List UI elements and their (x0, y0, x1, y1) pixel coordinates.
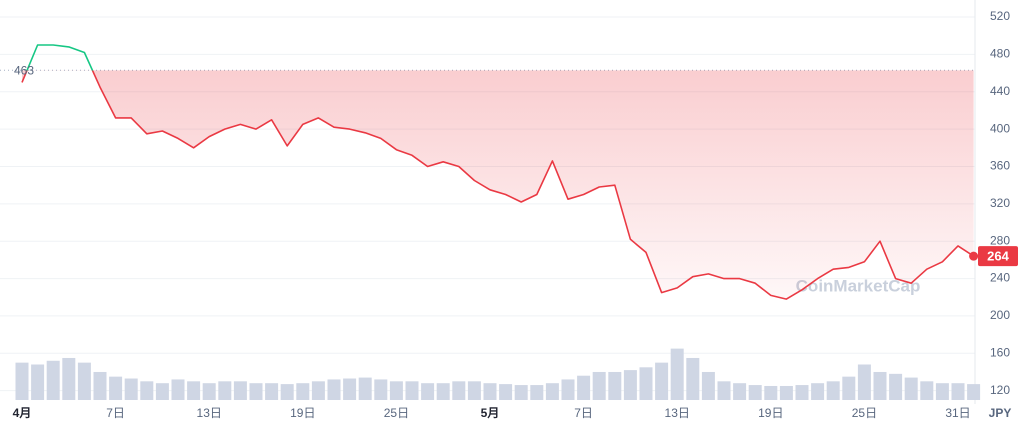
last-point (969, 251, 979, 261)
x-tick-label: 7日 (106, 406, 125, 420)
volume-bar (140, 381, 154, 400)
volume-bar (93, 371, 107, 400)
y-axis-label: JPY (989, 406, 1012, 420)
volume-bar (779, 385, 793, 400)
volume-bar (826, 381, 840, 400)
volume-bar (483, 383, 497, 400)
volume-bar (249, 383, 263, 400)
x-tick-label: 19日 (290, 406, 315, 420)
price-line (21, 44, 975, 300)
volume-bar (904, 377, 918, 400)
y-tick-label: 280 (990, 233, 1010, 247)
volume-bar (202, 383, 216, 400)
volume-bar (124, 378, 138, 400)
volume-bar (842, 376, 856, 400)
volume-bar (795, 385, 809, 400)
y-tick-label: 520 (990, 9, 1010, 23)
volume-bar (15, 362, 29, 400)
reference-label: 463 (14, 63, 34, 77)
volume-bar (701, 371, 715, 400)
volume-bar (935, 383, 949, 400)
volume-bar (171, 379, 185, 400)
y-tick-label: 320 (990, 196, 1010, 210)
volume-bar (951, 383, 965, 400)
x-tick-label: 31日 (945, 406, 970, 420)
volume-bar (109, 376, 123, 400)
volume-bar (608, 371, 622, 400)
y-tick-label: 200 (990, 308, 1010, 322)
y-tick-label: 400 (990, 121, 1010, 135)
volume-bar (873, 371, 887, 400)
x-tick-label: 4月 (13, 406, 32, 420)
volume-bar (374, 379, 388, 400)
volume-bar (670, 348, 684, 400)
y-tick-label: 160 (990, 345, 1010, 359)
volume-bar (577, 375, 591, 400)
volume-bar (296, 383, 310, 400)
volume-bar (358, 377, 372, 400)
x-tick-label: 13日 (665, 406, 690, 420)
y-tick-label: 120 (990, 383, 1010, 397)
volume-bar (514, 385, 528, 400)
volume-bar (46, 360, 60, 400)
volume-bar (623, 370, 637, 400)
volume-bar (530, 385, 544, 400)
volume-bar (655, 362, 669, 400)
volume-bar (639, 367, 653, 400)
volume-bar (31, 364, 45, 400)
volume-bar (499, 384, 513, 400)
volume-bar (733, 383, 747, 400)
volume-bar (889, 373, 903, 400)
volume-bar (327, 379, 341, 400)
x-tick-label: 7日 (574, 406, 593, 420)
volume-bar (717, 381, 731, 400)
volume-bar (545, 383, 559, 400)
price-area (22, 70, 974, 300)
volume-bar (920, 381, 934, 400)
y-tick-label: 480 (990, 47, 1010, 61)
volume-bar (748, 385, 762, 400)
volume-bar (436, 383, 450, 400)
volume-bar (857, 364, 871, 400)
volume-bar (77, 362, 91, 400)
price-tag (978, 246, 1018, 267)
watermark: CoinMarketCap (796, 276, 921, 295)
price-tag-label: 264 (987, 249, 1009, 264)
volume-bar (405, 381, 419, 400)
volume-bar (311, 381, 325, 400)
volume-bar (561, 379, 575, 400)
volume-bar (592, 371, 606, 400)
volume-bar (764, 385, 778, 400)
y-tick-label: 440 (990, 84, 1010, 98)
volume-bar (233, 381, 247, 400)
x-tick-label: 25日 (384, 406, 409, 420)
y-tick-label: 360 (990, 159, 1010, 173)
volume-bar (155, 383, 169, 400)
volume-bar (343, 378, 357, 400)
y-tick-label: 240 (990, 271, 1010, 285)
volume-bar (389, 381, 403, 400)
volume-bar (467, 381, 481, 400)
x-tick-label: 13日 (197, 406, 222, 420)
x-tick-label: 25日 (852, 406, 877, 420)
x-tick-label: 19日 (758, 406, 783, 420)
volume-bar (452, 381, 466, 400)
volume-bar (967, 384, 981, 400)
volume-bar (62, 357, 76, 400)
volume-bar (686, 357, 700, 400)
volume-bar (280, 384, 294, 400)
volume-bar (218, 381, 232, 400)
volume-bar (187, 381, 201, 400)
volume-bar (421, 383, 435, 400)
x-tick-label: 5月 (481, 406, 500, 420)
volume-bar (811, 383, 825, 400)
volume-bar (265, 383, 279, 400)
